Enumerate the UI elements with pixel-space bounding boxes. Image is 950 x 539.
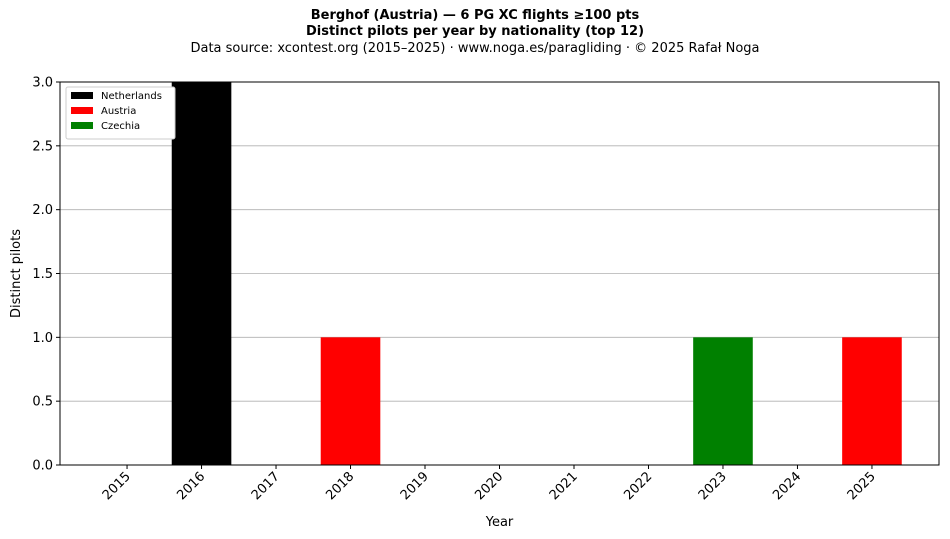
x-tick-label: 2016 — [174, 469, 208, 503]
x-tick-label: 2022 — [621, 469, 655, 503]
legend: Netherlands Austria Czechia — [65, 86, 176, 140]
x-axis-ticks: 2015 2016 2017 2018 2019 2020 2021 2022 2023 2024… — [100, 465, 879, 503]
x-tick-label: 2020 — [472, 469, 506, 503]
x-tick-label: 2023 — [696, 469, 730, 503]
x-tick-label: 2015 — [100, 469, 134, 503]
y-axis-ticks: 0.0 0.5 1.0 1.5 2.0 2.5 3.0 — [32, 76, 60, 474]
x-tick-label: 2024 — [770, 469, 804, 503]
x-tick-label: 2019 — [398, 469, 432, 503]
legend-swatch-czechia — [71, 122, 93, 129]
legend-label-austria: Austria — [101, 106, 136, 117]
y-tick-label: 2.0 — [32, 203, 53, 218]
bar-austria-2018 — [320, 337, 381, 465]
chart-subtitle: Data source: xcontest.org (2015–2025) · … — [190, 41, 760, 56]
x-tick-label: 2018 — [323, 469, 357, 503]
y-tick-label: 0.0 — [32, 459, 53, 474]
legend-swatch-austria — [71, 107, 93, 114]
y-tick-label: 0.5 — [32, 395, 53, 410]
y-tick-label: 1.5 — [32, 267, 53, 282]
x-axis-label: Year — [485, 515, 514, 530]
chart-title: Berghof (Austria) — 6 PG XC flights ≥100… — [310, 8, 640, 23]
chart-title-secondary: Distinct pilots per year by nationality … — [305, 24, 645, 39]
y-tick-label: 2.5 — [32, 139, 53, 154]
legend-label-netherlands: Netherlands — [101, 91, 162, 102]
x-tick-label: 2025 — [845, 469, 879, 503]
legend-label-czechia: Czechia — [101, 121, 140, 132]
bar-austria-2025 — [842, 337, 902, 465]
legend-swatch-netherlands — [71, 92, 93, 99]
legend-box — [65, 86, 176, 140]
y-tick-label: 1.0 — [32, 331, 53, 346]
chart-title-block: Berghof (Austria) — 6 PG XC flights ≥100… — [0, 8, 950, 58]
bar-netherlands-2016 — [171, 82, 232, 465]
y-tick-label: 3.0 — [32, 76, 53, 91]
bars — [171, 82, 902, 465]
x-tick-label: 2017 — [249, 469, 283, 503]
y-axis-label: Distinct pilots — [9, 229, 24, 318]
x-tick-label: 2021 — [547, 469, 581, 503]
bar-czechia-2023 — [693, 337, 753, 465]
